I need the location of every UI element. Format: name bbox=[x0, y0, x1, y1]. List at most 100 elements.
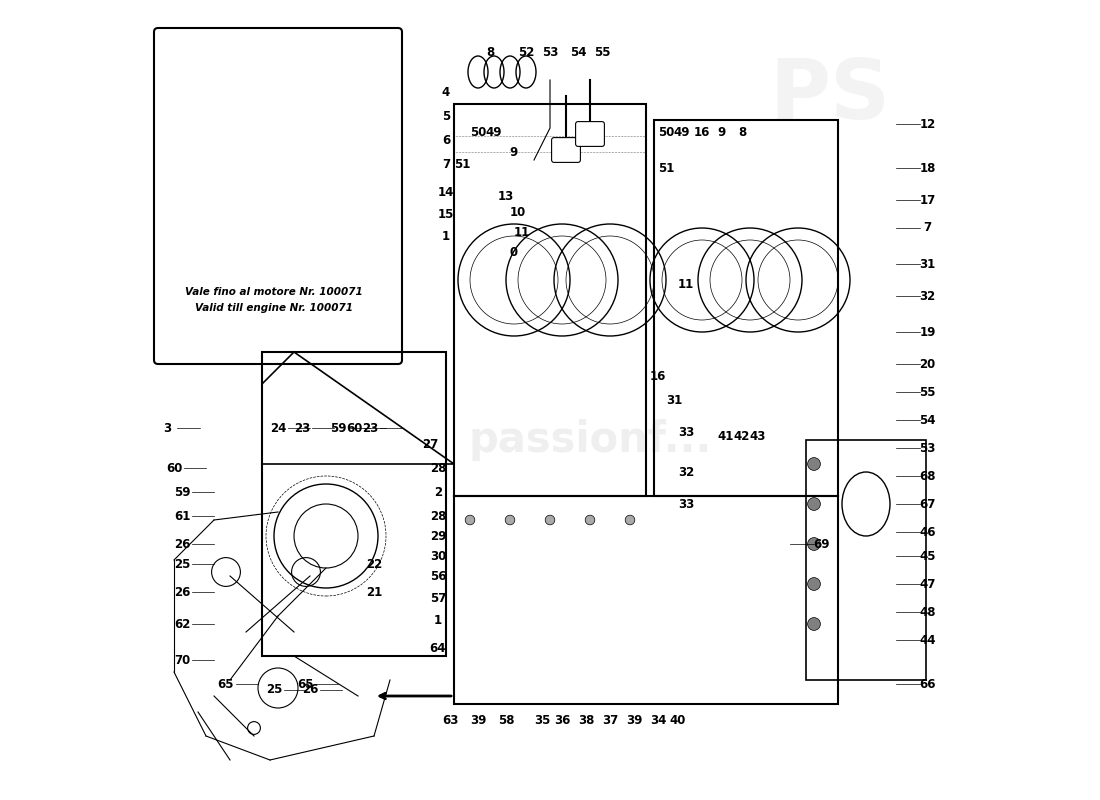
Text: 46: 46 bbox=[920, 526, 936, 538]
Text: 20: 20 bbox=[920, 358, 936, 370]
Text: 34: 34 bbox=[650, 714, 667, 726]
Text: 35: 35 bbox=[534, 714, 550, 726]
Text: PS: PS bbox=[769, 55, 891, 137]
Text: 65: 65 bbox=[298, 678, 315, 690]
Text: 17: 17 bbox=[920, 194, 936, 206]
Text: 16: 16 bbox=[694, 126, 711, 138]
Text: 29: 29 bbox=[430, 530, 447, 542]
Text: 26: 26 bbox=[174, 538, 190, 550]
Text: 45: 45 bbox=[920, 550, 936, 562]
Text: 8: 8 bbox=[486, 46, 494, 58]
Text: 56: 56 bbox=[430, 570, 447, 582]
Text: 68: 68 bbox=[920, 470, 936, 482]
Text: 11: 11 bbox=[678, 278, 694, 290]
Text: 26: 26 bbox=[301, 683, 318, 696]
Circle shape bbox=[585, 515, 595, 525]
Text: 64: 64 bbox=[430, 642, 447, 654]
Circle shape bbox=[625, 515, 635, 525]
Text: 44: 44 bbox=[920, 634, 936, 646]
Text: 16: 16 bbox=[650, 370, 667, 382]
Text: 5: 5 bbox=[442, 110, 450, 122]
Text: 54: 54 bbox=[570, 46, 586, 58]
Text: 9: 9 bbox=[510, 146, 518, 158]
FancyBboxPatch shape bbox=[154, 28, 402, 364]
Text: 14: 14 bbox=[438, 186, 454, 198]
Text: 27: 27 bbox=[422, 438, 438, 450]
Circle shape bbox=[807, 578, 821, 590]
Text: 10: 10 bbox=[510, 206, 526, 218]
Text: 47: 47 bbox=[920, 578, 936, 590]
Circle shape bbox=[546, 515, 554, 525]
Circle shape bbox=[505, 515, 515, 525]
Text: 53: 53 bbox=[542, 46, 558, 58]
Text: 39: 39 bbox=[626, 714, 642, 726]
Text: 50: 50 bbox=[658, 126, 674, 138]
Text: 66: 66 bbox=[920, 678, 936, 690]
Text: 53: 53 bbox=[920, 442, 936, 454]
Text: 36: 36 bbox=[553, 714, 570, 726]
Text: passionf...: passionf... bbox=[469, 419, 712, 461]
Text: 3: 3 bbox=[164, 422, 172, 434]
Text: 7: 7 bbox=[442, 158, 450, 170]
Text: 33: 33 bbox=[678, 498, 694, 510]
Text: 69: 69 bbox=[814, 538, 830, 550]
Text: 48: 48 bbox=[920, 606, 936, 618]
Text: 59: 59 bbox=[174, 486, 190, 498]
Text: 37: 37 bbox=[602, 714, 618, 726]
Circle shape bbox=[807, 498, 821, 510]
Text: 22: 22 bbox=[366, 558, 382, 570]
Text: 41: 41 bbox=[718, 430, 734, 442]
Text: 38: 38 bbox=[578, 714, 594, 726]
Text: 28: 28 bbox=[430, 462, 447, 474]
Circle shape bbox=[807, 538, 821, 550]
Text: 7: 7 bbox=[924, 222, 932, 234]
Text: 54: 54 bbox=[920, 414, 936, 426]
Text: 40: 40 bbox=[670, 714, 686, 726]
Text: 60: 60 bbox=[166, 462, 183, 474]
Text: 60: 60 bbox=[345, 422, 362, 434]
Text: 2: 2 bbox=[433, 486, 442, 498]
Text: 57: 57 bbox=[430, 592, 447, 605]
Text: 6: 6 bbox=[442, 134, 450, 146]
Text: 39: 39 bbox=[470, 714, 486, 726]
Text: 1: 1 bbox=[433, 614, 442, 626]
Text: 65: 65 bbox=[218, 678, 234, 690]
Text: 58: 58 bbox=[497, 714, 515, 726]
Text: 0: 0 bbox=[510, 246, 518, 258]
FancyBboxPatch shape bbox=[575, 122, 604, 146]
Text: 31: 31 bbox=[666, 394, 682, 406]
Circle shape bbox=[807, 618, 821, 630]
Text: 51: 51 bbox=[454, 158, 470, 170]
Text: 1: 1 bbox=[442, 230, 450, 242]
FancyBboxPatch shape bbox=[551, 138, 581, 162]
Text: 12: 12 bbox=[920, 118, 936, 130]
Text: 43: 43 bbox=[750, 430, 767, 442]
Text: 23: 23 bbox=[362, 422, 378, 434]
Text: 67: 67 bbox=[920, 498, 936, 510]
Text: 52: 52 bbox=[518, 46, 535, 58]
Text: 50: 50 bbox=[470, 126, 486, 138]
Text: 25: 25 bbox=[266, 683, 283, 696]
Text: 30: 30 bbox=[430, 550, 447, 562]
Text: 23: 23 bbox=[294, 422, 310, 434]
Circle shape bbox=[807, 458, 821, 470]
Text: 25: 25 bbox=[174, 558, 190, 570]
Text: 21: 21 bbox=[366, 586, 382, 598]
Text: 11: 11 bbox=[514, 226, 530, 238]
Text: 55: 55 bbox=[920, 386, 936, 398]
Text: 62: 62 bbox=[174, 618, 190, 630]
Text: 55: 55 bbox=[594, 46, 610, 58]
Text: 32: 32 bbox=[678, 466, 694, 478]
Text: 31: 31 bbox=[920, 258, 936, 270]
Text: 15: 15 bbox=[438, 208, 454, 221]
Text: 8: 8 bbox=[738, 126, 746, 138]
Text: 26: 26 bbox=[174, 586, 190, 598]
Text: 33: 33 bbox=[678, 426, 694, 438]
Text: 49: 49 bbox=[486, 126, 503, 138]
Text: 42: 42 bbox=[734, 430, 750, 442]
Text: 4: 4 bbox=[442, 86, 450, 98]
Text: 49: 49 bbox=[673, 126, 691, 138]
Text: 28: 28 bbox=[430, 510, 447, 522]
Text: 18: 18 bbox=[920, 162, 936, 174]
Text: 61: 61 bbox=[174, 510, 190, 522]
